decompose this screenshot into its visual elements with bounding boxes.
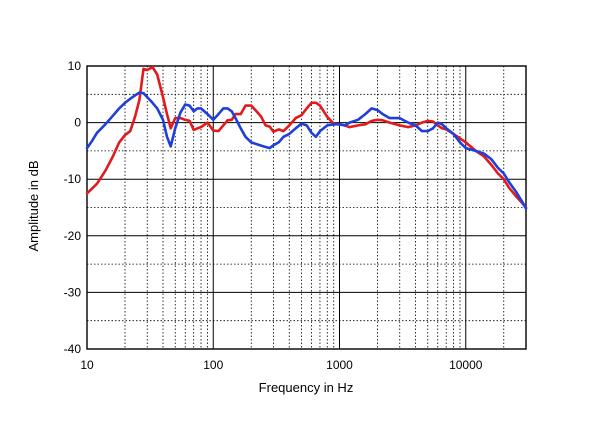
series-line-1 — [85, 65, 528, 209]
y-tick-label: -40 — [64, 342, 82, 356]
x-axis-label: Frequency in Hz — [259, 380, 354, 395]
y-tick-label: -20 — [64, 229, 82, 243]
y-tick-label: -30 — [64, 285, 82, 299]
y-axis-label: Amplitude in dB — [26, 160, 41, 251]
grid — [87, 66, 526, 349]
x-tick-label: 100 — [203, 358, 223, 372]
y-tick-label: 10 — [68, 59, 82, 73]
series-layer — [85, 65, 528, 210]
y-tick-label: 0 — [74, 116, 81, 130]
x-tick-label: 1000 — [326, 358, 353, 372]
x-tick-label: 10 — [80, 358, 94, 372]
y-tick-label: -10 — [64, 172, 82, 186]
x-tick-label: 10000 — [449, 358, 483, 372]
series-line-2 — [85, 91, 528, 210]
